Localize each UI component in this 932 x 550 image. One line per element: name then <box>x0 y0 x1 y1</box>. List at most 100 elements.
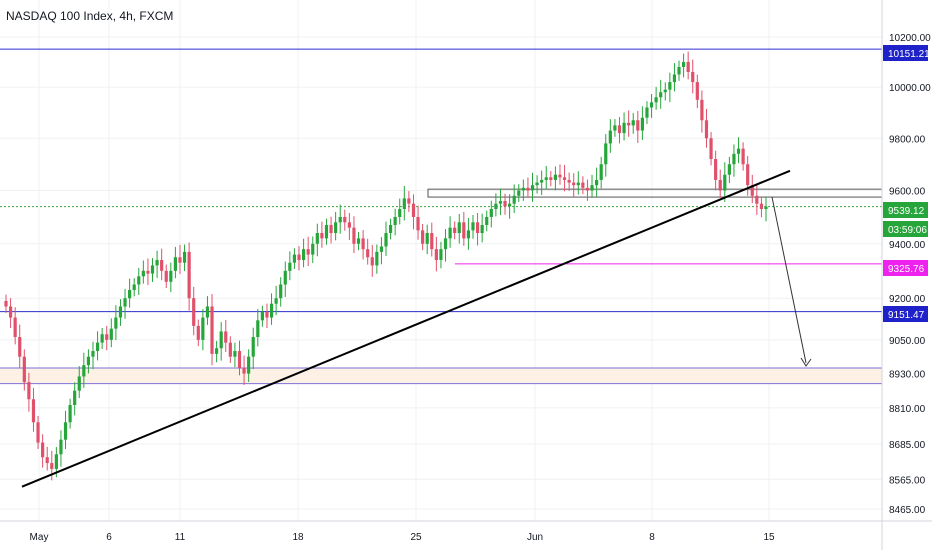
candle-body[interactable] <box>462 222 466 239</box>
candle-body[interactable] <box>366 249 370 258</box>
candle-body[interactable] <box>100 334 104 343</box>
candle-body[interactable] <box>379 246 384 252</box>
candle-body[interactable] <box>242 367 246 374</box>
candle-body[interactable] <box>649 102 654 108</box>
candle-body[interactable] <box>237 351 242 368</box>
candle-body[interactable] <box>695 82 699 100</box>
candle-body[interactable] <box>430 233 434 250</box>
candle-body[interactable] <box>489 209 493 217</box>
candle-body[interactable] <box>714 159 718 180</box>
candle-body[interactable] <box>260 312 264 321</box>
candle-body[interactable] <box>595 179 599 186</box>
candle-body[interactable] <box>512 195 516 204</box>
price-tag[interactable] <box>883 45 928 61</box>
candle-body[interactable] <box>91 351 95 357</box>
candle-body[interactable] <box>544 177 548 180</box>
candle-body[interactable] <box>535 182 539 186</box>
candle-body[interactable] <box>627 122 631 126</box>
candle-body[interactable] <box>622 122 626 134</box>
candle-body[interactable] <box>718 179 722 191</box>
candle-body[interactable] <box>324 224 329 239</box>
candle-body[interactable] <box>265 312 269 318</box>
candle-body[interactable] <box>521 187 525 191</box>
candle-body[interactable] <box>704 120 709 139</box>
candle-body[interactable] <box>434 249 438 260</box>
candle-body[interactable] <box>118 306 123 318</box>
candle-body[interactable] <box>247 356 251 374</box>
candle-body[interactable] <box>475 222 480 234</box>
candle-body[interactable] <box>654 97 658 103</box>
candle-body[interactable] <box>736 148 741 154</box>
candle-body[interactable] <box>59 439 63 455</box>
candle-body[interactable] <box>274 298 278 304</box>
candle-body[interactable] <box>228 342 232 357</box>
candle-body[interactable] <box>150 265 155 274</box>
candle-body[interactable] <box>746 164 750 186</box>
candle-body[interactable] <box>155 259 159 266</box>
candle-body[interactable] <box>526 187 530 191</box>
candle-body[interactable] <box>640 117 644 131</box>
candle-body[interactable] <box>338 216 342 223</box>
candle-body[interactable] <box>659 92 663 98</box>
candle-body[interactable] <box>86 356 91 366</box>
candle-body[interactable] <box>82 365 86 377</box>
candle-body[interactable] <box>585 187 590 191</box>
candle-body[interactable] <box>416 216 420 231</box>
candle-body[interactable] <box>645 107 649 118</box>
candle-body[interactable] <box>759 203 764 210</box>
candle-body[interactable] <box>54 454 58 469</box>
candle-body[interactable] <box>36 422 40 443</box>
candle-body[interactable] <box>631 120 635 126</box>
candle-body[interactable] <box>553 174 557 180</box>
candle-body[interactable] <box>370 257 374 266</box>
candle-body[interactable] <box>63 422 68 440</box>
candle-body[interactable] <box>160 259 164 271</box>
candle-body[interactable] <box>407 198 411 204</box>
candle-body[interactable] <box>480 224 484 234</box>
candle-body[interactable] <box>4 300 8 307</box>
candle-body[interactable] <box>311 243 315 255</box>
candle-body[interactable] <box>219 331 223 349</box>
candle-body[interactable] <box>141 270 145 277</box>
candle-body[interactable] <box>73 390 77 405</box>
candle-body[interactable] <box>315 233 319 244</box>
candle-body[interactable] <box>453 227 457 234</box>
candle-body[interactable] <box>45 457 49 464</box>
candle-body[interactable] <box>288 262 292 271</box>
candle-body[interactable] <box>283 270 287 285</box>
candle-body[interactable] <box>604 143 608 165</box>
candle-body[interactable] <box>485 216 489 225</box>
candle-body[interactable] <box>13 317 17 338</box>
candle-body[interactable] <box>677 66 681 75</box>
candle-body[interactable] <box>549 177 553 180</box>
candle-body[interactable] <box>187 251 191 299</box>
candle-body[interactable] <box>421 230 425 244</box>
candle-body[interactable] <box>402 198 406 210</box>
candle-body[interactable] <box>182 251 187 263</box>
candle-body[interactable] <box>356 238 361 244</box>
candle-body[interactable] <box>8 306 13 318</box>
candle-body[interactable] <box>572 182 576 186</box>
candle-body[interactable] <box>320 233 324 239</box>
candle-body[interactable] <box>77 376 81 391</box>
candle-body[interactable] <box>306 249 310 255</box>
candle-body[interactable] <box>517 190 521 196</box>
candle-body[interactable] <box>128 289 132 299</box>
candle-body[interactable] <box>540 179 544 183</box>
candle-body[interactable] <box>681 61 686 67</box>
candle-body[interactable] <box>109 328 113 340</box>
candle-body[interactable] <box>123 298 127 307</box>
candle-body[interactable] <box>361 238 365 250</box>
candle-body[interactable] <box>27 382 31 400</box>
candle-body[interactable] <box>686 61 690 72</box>
candle-body[interactable] <box>668 82 672 90</box>
candle-body[interactable] <box>301 249 306 260</box>
candle-body[interactable] <box>388 224 393 234</box>
candle-body[interactable] <box>224 331 228 343</box>
candle-body[interactable] <box>732 153 736 165</box>
candle-body[interactable] <box>18 337 22 357</box>
candle-body[interactable] <box>68 404 72 423</box>
candle-body[interactable] <box>709 138 713 160</box>
candle-body[interactable] <box>530 185 535 191</box>
